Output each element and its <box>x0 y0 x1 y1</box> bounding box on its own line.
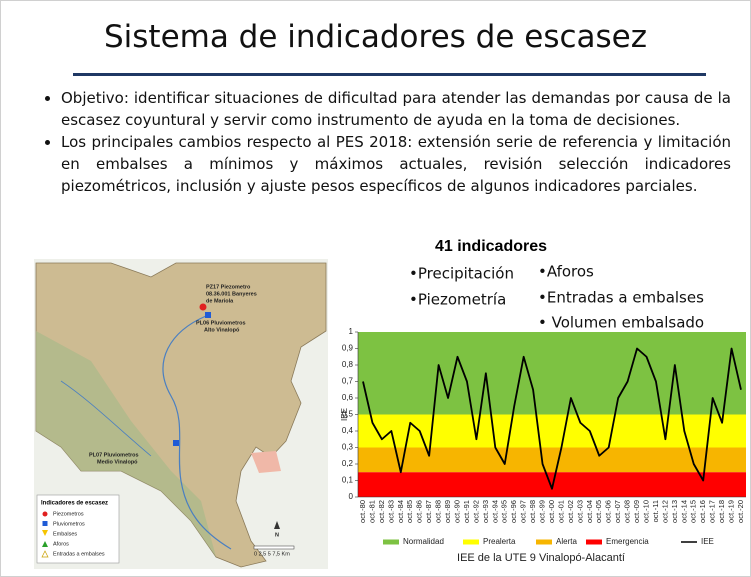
legend-symbol <box>43 512 48 517</box>
station-label: Medio Vinalopó <box>97 459 138 465</box>
station-label: PL06 Pluviometros <box>196 320 246 326</box>
legend-swatch <box>536 540 552 545</box>
legend-label: IEE <box>701 537 714 546</box>
x-tick-label: oct.-82 <box>377 500 386 523</box>
x-tick-label: oct.-81 <box>367 500 376 523</box>
indicators-heading: 41 indicadores <box>435 238 547 255</box>
y-tick-label: 0,7 <box>342 377 354 386</box>
x-tick-label: oct.-96 <box>509 500 518 523</box>
map: PZ17 Piezometro 08.36.001 Banyeres de Ma… <box>34 259 328 569</box>
x-tick-label: oct.-03 <box>575 500 584 523</box>
x-tick-label: oct.-84 <box>396 500 405 523</box>
x-tick-label: oct.-87 <box>424 500 433 523</box>
legend-label: Prealerta <box>483 537 516 546</box>
band <box>358 448 746 473</box>
x-tick-label: oct.-95 <box>500 500 509 523</box>
indicator: •Entradas a embalses <box>538 289 704 307</box>
x-tick-label: oct.-13 <box>670 500 679 523</box>
y-tick-label: 0,6 <box>342 393 354 402</box>
x-tick-label: oct.-09 <box>632 500 641 523</box>
x-tick-label: oct.-93 <box>481 500 490 523</box>
y-tick-label: 1 <box>349 327 354 336</box>
x-tick-label: oct.-90 <box>452 500 461 523</box>
x-tick-label: oct.-15 <box>689 500 698 523</box>
x-tick-label: oct.-85 <box>405 500 414 523</box>
station-label: PZ17 Piezometro <box>206 284 251 290</box>
y-tick-label: 0 <box>349 492 354 501</box>
map-legend-label: Embalses <box>53 531 77 537</box>
x-tick-label: oct.-01 <box>556 500 565 523</box>
scale-bar <box>254 546 294 549</box>
x-tick-label: oct.-11 <box>651 500 660 522</box>
y-tick-label: 0,8 <box>342 360 354 369</box>
y-tick-label: 0,9 <box>342 344 354 353</box>
station-marker <box>205 312 211 318</box>
x-tick-label: oct.-88 <box>434 500 443 523</box>
map-legend-label: Pluviometros <box>53 521 85 527</box>
station-label: 08.36.001 Banyeres <box>206 291 257 297</box>
map-legend-title: Indicadores de escasez <box>41 501 108 507</box>
x-tick-label: oct.-89 <box>443 500 452 523</box>
indicator: •Piezometría <box>409 291 506 309</box>
x-tick-label: oct.-91 <box>462 500 471 523</box>
chart-caption: IEE de la UTE 9 Vinalopó-Alacantí <box>457 552 625 564</box>
station-label: PL07 Pluviometros <box>89 452 139 458</box>
indicator: •Aforos <box>538 263 594 281</box>
y-tick-label: 0,1 <box>342 476 354 485</box>
legend-swatch <box>383 540 399 545</box>
x-tick-label: oct.-10 <box>641 500 650 523</box>
x-tick-label: oct.-92 <box>471 500 480 523</box>
legend-swatch <box>463 540 479 545</box>
station-label: de Mariola <box>206 298 234 304</box>
station-marker <box>173 440 179 446</box>
map-legend-label: Entradas a embalses <box>53 551 105 557</box>
x-tick-label: oct.-20 <box>736 500 745 523</box>
station-label: Alto Vinalopó <box>204 327 240 333</box>
x-tick-label: oct.-86 <box>415 500 424 523</box>
legend-label: Alerta <box>556 537 577 546</box>
x-tick-label: oct.-99 <box>538 500 547 523</box>
north-label: N <box>275 532 279 538</box>
x-tick-label: oct.-07 <box>613 500 622 523</box>
y-axis-label: IEE <box>340 408 349 421</box>
x-tick-label: oct.-80 <box>358 500 367 523</box>
x-tick-label: oct.-17 <box>708 500 717 523</box>
x-tick-label: oct.-83 <box>386 500 395 523</box>
x-tick-label: oct.-98 <box>528 500 537 523</box>
x-tick-label: oct.-19 <box>727 500 736 523</box>
legend-symbol <box>43 521 48 526</box>
x-tick-label: oct.-05 <box>594 500 603 523</box>
slide: Sistema de indicadores de escasez Objeti… <box>0 0 751 577</box>
x-tick-label: oct.-00 <box>547 500 556 523</box>
x-tick-label: oct.-94 <box>490 500 499 523</box>
y-tick-label: 0,2 <box>342 459 354 468</box>
x-tick-label: oct.-12 <box>660 500 669 523</box>
band <box>358 472 746 497</box>
x-tick-label: oct.-06 <box>604 500 613 523</box>
y-tick-label: 0,3 <box>342 443 354 452</box>
band <box>358 332 746 415</box>
x-tick-label: oct.-16 <box>698 500 707 523</box>
map-legend-label: Aforos <box>53 541 69 547</box>
x-tick-label: oct.-04 <box>585 500 594 523</box>
x-tick-label: oct.-14 <box>679 500 688 523</box>
x-tick-label: oct.-18 <box>717 500 726 523</box>
x-tick-label: oct.-02 <box>566 500 575 523</box>
map-legend-label: Piezometros <box>53 511 84 517</box>
scale-label: 0 2,5 5 7,5 Km <box>254 551 290 557</box>
legend-label: Emergencia <box>606 537 649 546</box>
indicator: •Precipitación <box>409 265 514 283</box>
station-marker <box>200 304 207 311</box>
legend-label: Normalidad <box>403 537 444 546</box>
y-tick-label: 0,4 <box>342 426 354 435</box>
x-tick-label: oct.-08 <box>623 500 632 523</box>
indicator: • Volumen embalsado <box>538 314 704 332</box>
x-tick-label: oct.-97 <box>519 500 528 523</box>
figures: 41 indicadores •Precipitación •Piezometr… <box>1 1 750 576</box>
legend-swatch <box>586 540 602 545</box>
